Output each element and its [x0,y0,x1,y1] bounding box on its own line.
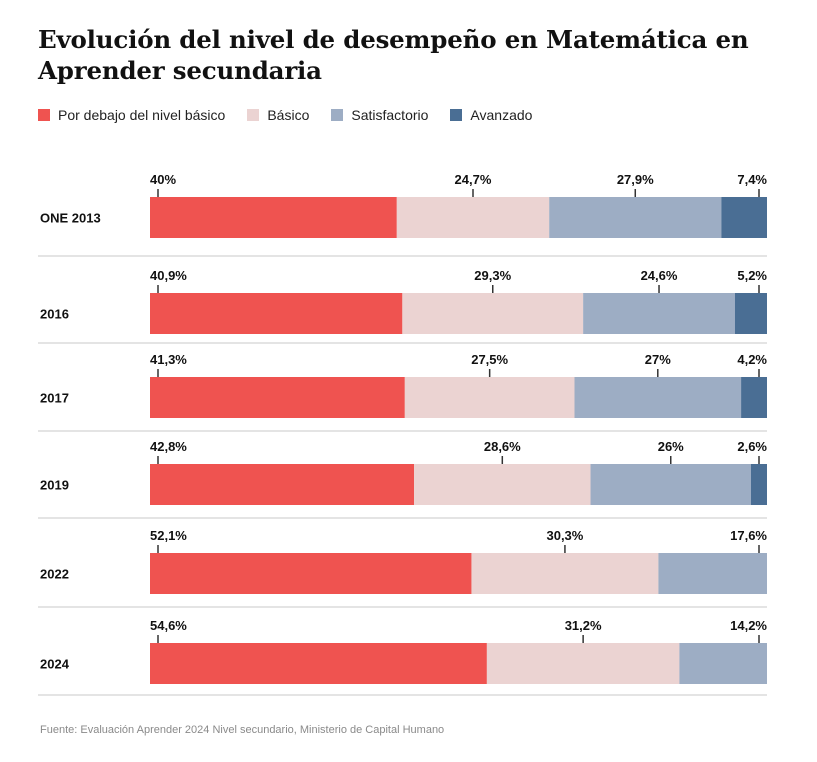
legend-item-advanced: Avanzado [450,107,532,123]
category-label: 2019 [40,478,69,493]
data-label: 24,7% [455,172,492,187]
category-label: 2016 [40,307,69,322]
bar-segment [741,377,767,418]
data-label: 7,4% [737,172,767,187]
bar-segment [574,377,742,418]
bar-segment [549,197,722,238]
bar-segment [150,197,397,238]
category-label: 2017 [40,391,69,406]
data-label: 4,2% [737,352,767,367]
bar-segment [734,293,767,334]
chart-title: Evolución del nivel de desempeño en Mate… [38,25,749,85]
legend-label: Satisfactorio [351,107,429,123]
bar-segment [486,643,680,684]
bar-segment [590,464,751,505]
category-label: 2024 [40,657,70,672]
bar-segment [658,553,767,594]
bar-segment [471,553,659,594]
source-note: Fuente: Evaluación Aprender 2024 Nivel s… [40,724,445,736]
legend-swatch-advanced [450,109,463,121]
legend-item-below-basic: Por debajo del nivel básico [38,107,225,123]
data-label: 29,3% [474,268,511,283]
legend-label: Básico [267,107,310,123]
data-label: 42,8% [150,439,187,454]
bar-segment [150,464,415,505]
data-label: 30,3% [546,528,583,543]
bar-segment [150,553,472,594]
data-label: 40,9% [150,268,187,283]
bar-segment [404,377,575,418]
bar-segment [150,377,405,418]
bar-segment [750,464,767,505]
data-label: 28,6% [484,439,521,454]
category-label: 2022 [40,567,69,582]
legend-item-satisfactory: Satisfactorio [331,107,428,123]
data-label: 5,2% [737,268,767,283]
data-label: 2,6% [737,439,767,454]
bar-segment [150,643,487,684]
data-label: 52,1% [150,528,187,543]
data-label: 24,6% [641,268,678,283]
bar-segment [396,197,550,238]
data-label: 27,9% [617,172,654,187]
data-label: 14,2% [730,618,767,633]
legend-label: Avanzado [470,107,533,123]
data-label: 17,6% [730,528,767,543]
legend-label: Por debajo del nivel básico [58,107,226,123]
bar-segment [679,643,767,684]
bar-segment [721,197,767,238]
data-label: 27% [645,352,671,367]
bar-segment [414,464,591,505]
bar-segment [583,293,735,334]
data-label: 54,6% [150,618,187,633]
bar-segment [150,293,403,334]
legend-swatch-basic [247,109,260,121]
bar-segment [402,293,584,334]
legend-swatch-satisfactory [331,109,344,121]
data-label: 31,2% [565,618,602,633]
legend-swatch-below-basic [38,109,50,121]
data-label: 40% [150,172,176,187]
data-label: 41,3% [150,352,187,367]
legend: Por debajo del nivel básico Básico Satis… [38,106,554,124]
data-label: 27,5% [471,352,508,367]
data-label: 26% [658,439,684,454]
category-label: ONE 2013 [40,211,101,226]
legend-item-basic: Básico [247,107,309,123]
